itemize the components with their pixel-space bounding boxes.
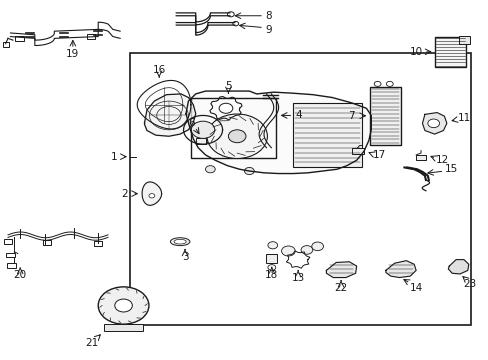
- Text: 10: 10: [409, 47, 422, 57]
- Text: 5: 5: [224, 81, 231, 91]
- Bar: [369, 87, 400, 145]
- Polygon shape: [422, 113, 446, 134]
- Circle shape: [281, 246, 295, 256]
- Circle shape: [232, 22, 238, 26]
- Text: 3: 3: [182, 252, 188, 262]
- Text: 14: 14: [408, 283, 422, 293]
- Bar: [434, 37, 466, 67]
- Circle shape: [311, 242, 323, 251]
- Polygon shape: [185, 91, 370, 174]
- Polygon shape: [144, 94, 195, 136]
- Text: 21: 21: [85, 338, 99, 348]
- Text: 19: 19: [66, 49, 80, 59]
- Text: 12: 12: [434, 155, 447, 165]
- Text: 1: 1: [111, 152, 118, 162]
- Text: 17: 17: [372, 150, 385, 160]
- Polygon shape: [326, 262, 356, 278]
- Circle shape: [191, 121, 214, 138]
- Bar: [5, 253, 15, 257]
- Bar: [94, 241, 102, 246]
- Text: 6: 6: [188, 118, 195, 128]
- Bar: [6, 263, 16, 268]
- Bar: [104, 324, 143, 330]
- Bar: [190, 98, 276, 158]
- Bar: [3, 42, 9, 47]
- Text: 22: 22: [334, 283, 347, 293]
- Text: 4: 4: [295, 111, 302, 121]
- Bar: [130, 53, 470, 325]
- Ellipse shape: [170, 238, 189, 246]
- Text: 18: 18: [264, 270, 278, 280]
- Polygon shape: [142, 182, 161, 205]
- Circle shape: [206, 138, 215, 144]
- Circle shape: [219, 103, 232, 113]
- Circle shape: [205, 166, 215, 173]
- Circle shape: [227, 12, 234, 17]
- Bar: [4, 239, 12, 244]
- Text: 23: 23: [462, 279, 475, 289]
- Text: 9: 9: [265, 25, 272, 35]
- Circle shape: [149, 194, 155, 198]
- Circle shape: [267, 265, 275, 270]
- Polygon shape: [385, 261, 415, 278]
- Circle shape: [301, 246, 312, 254]
- Ellipse shape: [174, 239, 186, 244]
- Text: 20: 20: [14, 270, 27, 280]
- Polygon shape: [447, 260, 468, 274]
- Bar: [195, 138, 206, 144]
- Circle shape: [386, 81, 392, 86]
- Text: 8: 8: [265, 11, 272, 21]
- Bar: [87, 35, 95, 39]
- Circle shape: [427, 119, 439, 128]
- Bar: [415, 155, 425, 160]
- Text: 16: 16: [152, 64, 165, 75]
- Text: 7: 7: [348, 111, 354, 121]
- Text: 13: 13: [291, 273, 304, 283]
- Circle shape: [216, 138, 223, 143]
- Circle shape: [373, 81, 380, 86]
- Bar: [266, 254, 277, 263]
- Circle shape: [244, 167, 254, 175]
- Text: 11: 11: [457, 113, 470, 123]
- Bar: [43, 240, 51, 244]
- Bar: [458, 36, 469, 44]
- Circle shape: [115, 299, 132, 312]
- Text: 15: 15: [444, 164, 457, 174]
- Bar: [293, 103, 361, 167]
- Circle shape: [98, 287, 149, 324]
- Bar: [15, 36, 24, 41]
- Circle shape: [206, 114, 267, 158]
- Bar: [351, 148, 363, 154]
- Circle shape: [267, 242, 277, 249]
- Text: 2: 2: [122, 189, 128, 199]
- Circle shape: [228, 130, 245, 143]
